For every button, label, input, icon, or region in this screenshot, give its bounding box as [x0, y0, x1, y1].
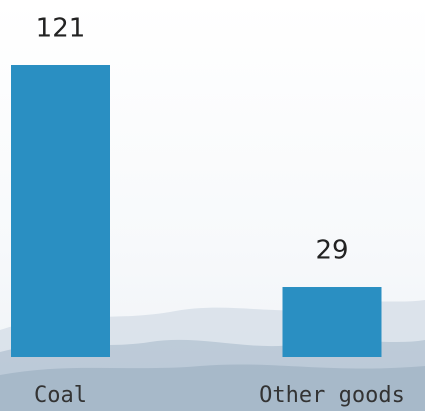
bar: [282, 287, 382, 357]
mountain-front: [0, 364, 425, 411]
plot-area: 121 Coal 29 Other goods: [11, 14, 405, 408]
value-label: 29: [315, 236, 348, 266]
mountain-mid: [0, 339, 425, 411]
x-tick-label: Coal: [34, 383, 87, 408]
value-label: 121: [36, 14, 86, 44]
x-tick-label: Other goods: [259, 383, 405, 408]
bar: [11, 65, 110, 357]
